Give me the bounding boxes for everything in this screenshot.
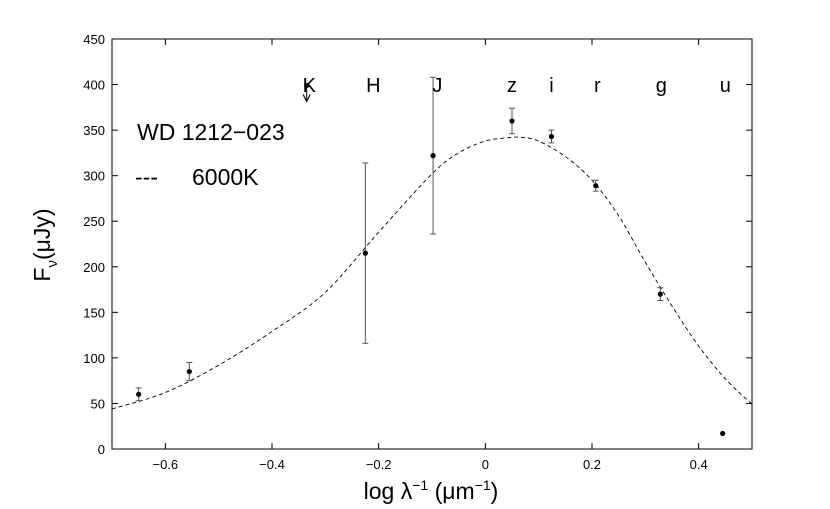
data-point (593, 183, 599, 189)
x-tick-label: 0.4 (690, 457, 708, 472)
upper-limits (302, 82, 311, 103)
band-label-J: J (432, 75, 442, 97)
data-points (136, 118, 726, 437)
y-tick-label: 400 (83, 78, 105, 93)
data-point (186, 368, 192, 375)
data-point (136, 391, 142, 397)
x-axis-ticks: −0.6 −0.4 −0.2 0 0.2 0.4 (152, 39, 708, 472)
x-tick-label: 0.2 (583, 457, 601, 472)
y-tick-label: 350 (83, 123, 105, 138)
y-tick-label: 0 (98, 442, 105, 457)
model-curve-6000k (111, 136, 753, 410)
x-tick-label: −0.4 (259, 457, 285, 472)
upper-limit-arrowhead (302, 94, 311, 103)
legend-model-line-symbol: --- (135, 164, 158, 190)
band-label-H: H (366, 75, 380, 97)
y-tick-label: 250 (83, 214, 105, 229)
y-tick-label: 50 (91, 396, 105, 411)
band-label-z: z (507, 75, 517, 97)
y-tick-label: 450 (83, 32, 105, 47)
y-tick-label: 200 (83, 260, 105, 275)
x-tick-label: −0.2 (366, 457, 392, 472)
legend: WD 1212−023 --- 6000K (135, 119, 285, 190)
data-point (720, 430, 726, 437)
band-label-g: g (656, 75, 667, 97)
band-label-r: r (594, 75, 601, 97)
y-tick-label: 300 (83, 169, 105, 184)
legend-model-label: 6000K (192, 164, 259, 190)
x-axis-title: log λ−1 (μm−1) (364, 477, 499, 504)
data-point (430, 153, 436, 159)
x-tick-label: 0 (482, 457, 489, 472)
plot-area-frame (111, 38, 753, 450)
model-curve-group (111, 136, 753, 410)
data-point (548, 133, 555, 140)
y-axis-ticks: 0 50 100 150 200 250 300 350 400 450 (83, 32, 752, 457)
data-point (362, 250, 368, 256)
band-label-u: u (720, 75, 731, 97)
data-point (509, 118, 515, 124)
y-tick-label: 100 (83, 351, 105, 366)
y-tick-label: 150 (83, 305, 105, 320)
band-label-K: K (303, 75, 317, 97)
legend-object-label: WD 1212−023 (137, 119, 285, 145)
x-tick-label: −0.6 (152, 457, 178, 472)
data-point (657, 291, 663, 297)
band-label-i: i (549, 75, 553, 97)
